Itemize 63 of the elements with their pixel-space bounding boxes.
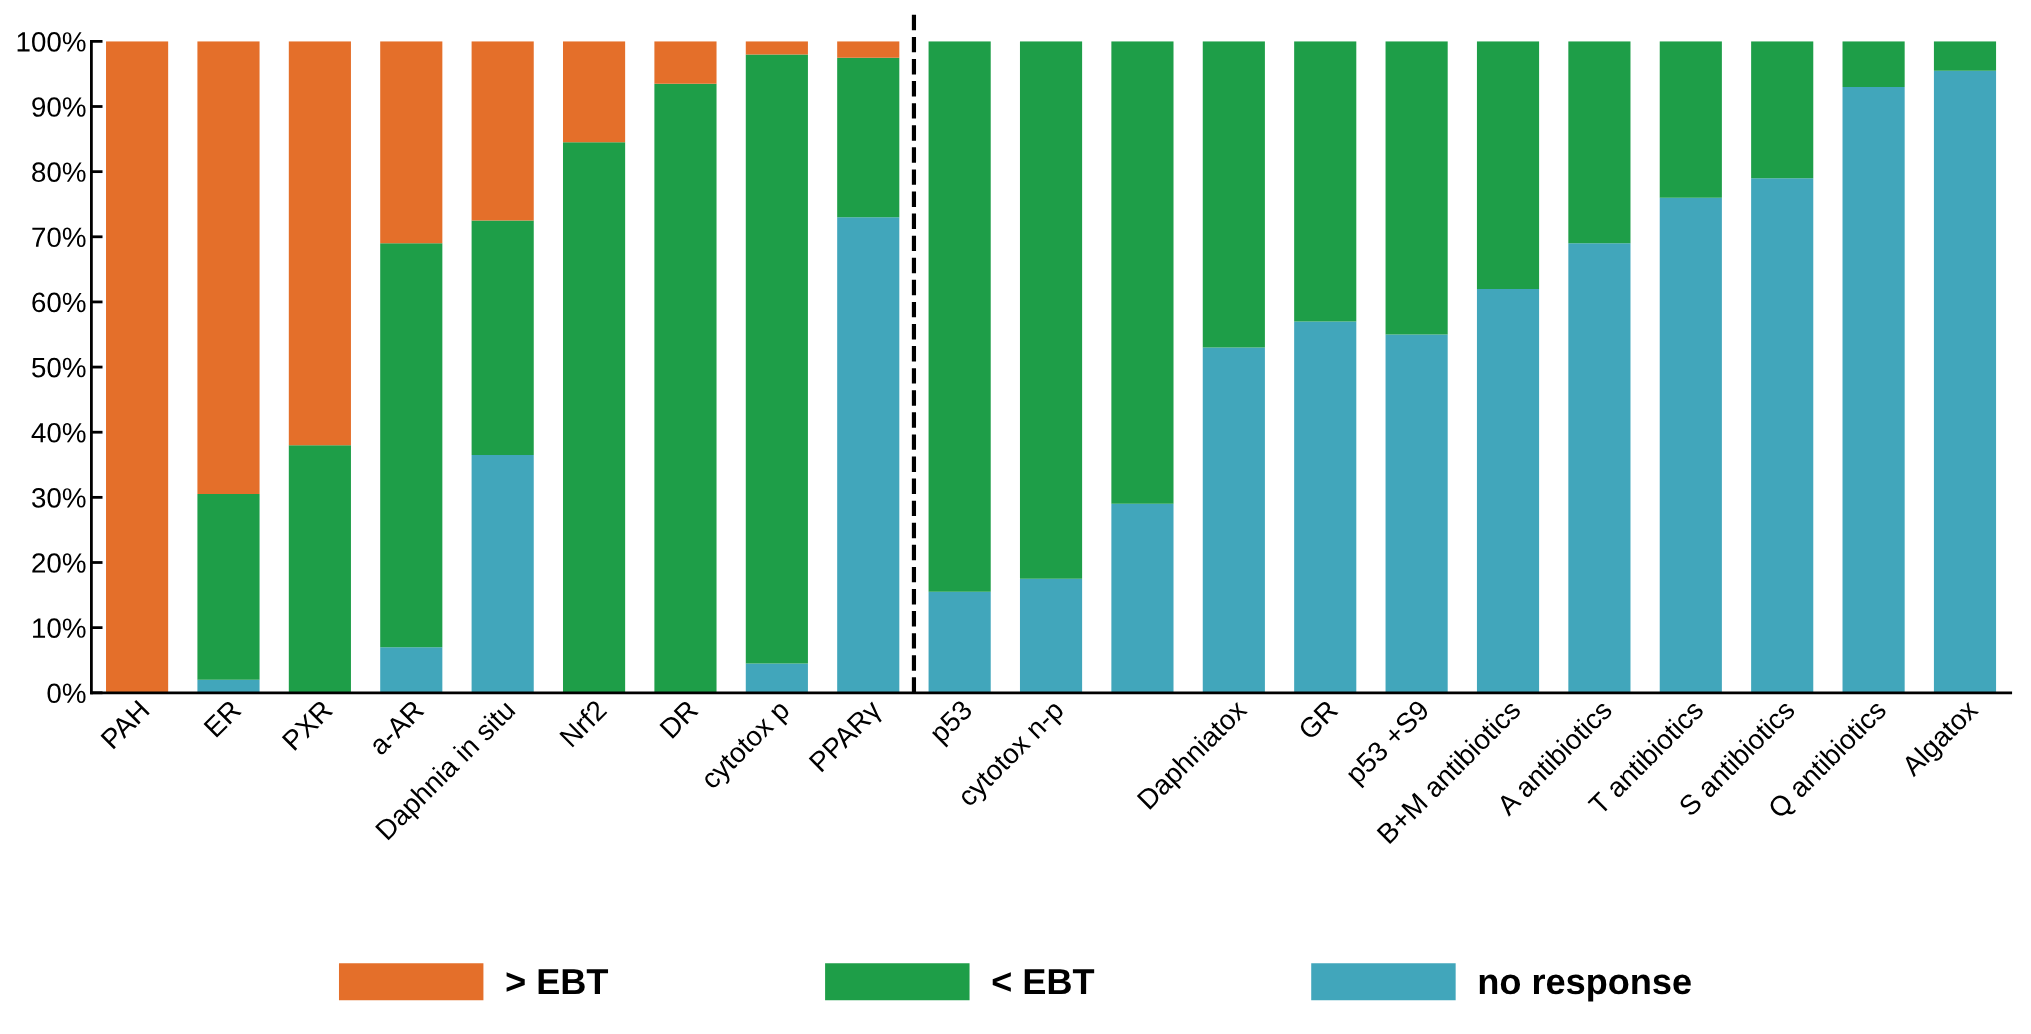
bar [1294, 321, 1357, 693]
bar [745, 54, 808, 664]
bar [1385, 41, 1448, 335]
bar [1933, 41, 1997, 71]
bar [1019, 578, 1083, 693]
legend-label: < EBT [992, 969, 1095, 995]
bar [1385, 334, 1448, 693]
bar [380, 647, 443, 693]
bar [1476, 288, 1540, 693]
bar [1842, 41, 1905, 87]
bar [654, 83, 717, 693]
x-tick-label: GR [1297, 699, 1339, 741]
bar [1111, 41, 1174, 504]
bar [745, 41, 808, 55]
bar [380, 41, 443, 244]
y-tick-label: 10% [33, 618, 86, 638]
bar [654, 41, 717, 84]
bar [380, 243, 443, 648]
bar [837, 57, 900, 218]
bar [928, 591, 991, 693]
legend-label: > EBT [506, 969, 609, 995]
y-tick-label: 50% [32, 357, 86, 378]
bar [562, 41, 626, 143]
bar [471, 455, 534, 693]
bar [1933, 70, 1997, 693]
bar [1476, 41, 1540, 289]
y-tick-label: 60% [32, 292, 86, 313]
y-tick-label: 100% [17, 32, 86, 52]
bar [1294, 41, 1357, 322]
bar [1659, 197, 1722, 693]
bar [471, 220, 534, 456]
bar [1568, 243, 1631, 693]
bar [837, 217, 900, 693]
bar [1202, 41, 1265, 348]
bar [1202, 347, 1265, 693]
bar [837, 41, 900, 58]
legend-label: no response [1479, 974, 1691, 1002]
bar [1568, 41, 1631, 244]
bar [1659, 41, 1722, 198]
y-tick-label: 40% [31, 422, 86, 443]
y-tick-label: 80% [32, 162, 86, 182]
y-tick-label: 0% [47, 683, 86, 704]
bar [106, 41, 169, 693]
y-tick-label: 20% [32, 553, 86, 573]
y-tick-label: 70% [32, 227, 86, 248]
x-tick-label: Nrf2 [558, 698, 608, 748]
bar [745, 663, 808, 693]
bar [471, 41, 534, 221]
bar [288, 41, 351, 446]
bar [288, 445, 351, 693]
bar [1019, 41, 1083, 579]
bar [197, 494, 260, 680]
x-tick-label: ER [203, 699, 242, 738]
bar [928, 41, 991, 592]
bar [1111, 503, 1174, 693]
bar [1751, 178, 1814, 693]
bar [1751, 41, 1814, 179]
y-tick-label: 90% [32, 97, 86, 117]
x-tick-label: DR [659, 699, 699, 739]
y-tick-label: 30% [32, 488, 86, 508]
bar [562, 142, 626, 693]
bar [197, 41, 260, 495]
bar [1842, 86, 1905, 693]
